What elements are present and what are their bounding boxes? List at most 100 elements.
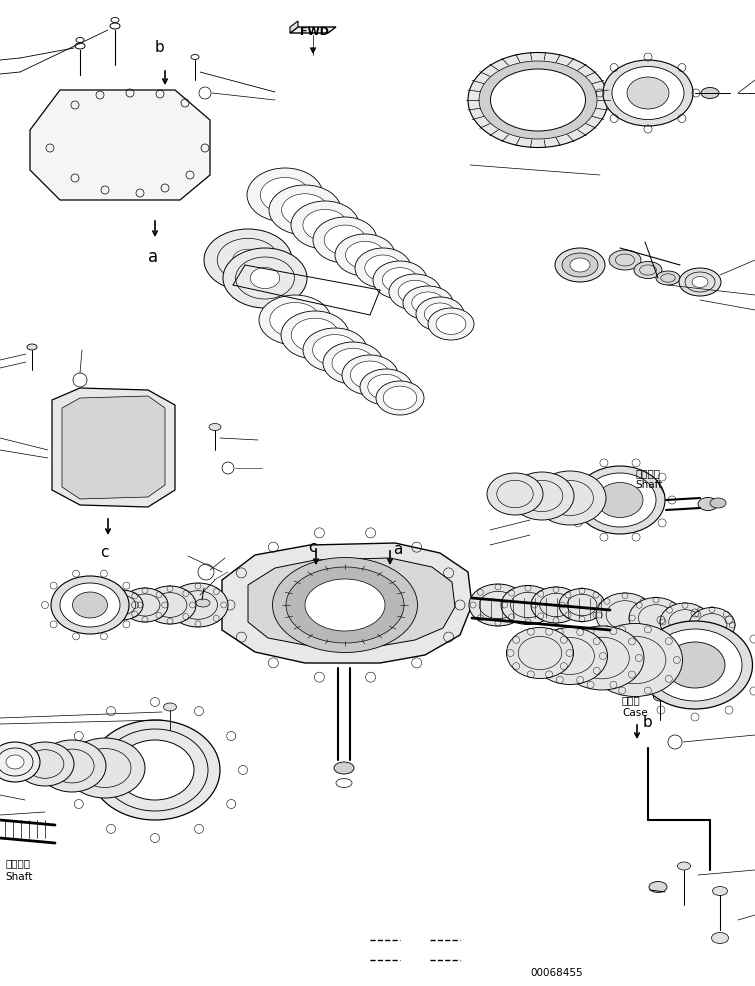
Ellipse shape — [649, 881, 667, 892]
Ellipse shape — [609, 250, 641, 270]
Ellipse shape — [403, 286, 453, 320]
Ellipse shape — [204, 229, 292, 291]
Ellipse shape — [368, 375, 404, 399]
Ellipse shape — [60, 583, 120, 627]
Ellipse shape — [373, 261, 427, 299]
Ellipse shape — [168, 583, 228, 627]
Ellipse shape — [270, 303, 320, 337]
Ellipse shape — [637, 621, 753, 709]
Ellipse shape — [575, 466, 665, 534]
Ellipse shape — [479, 61, 597, 139]
Ellipse shape — [260, 177, 310, 213]
Text: b: b — [643, 715, 653, 730]
Ellipse shape — [416, 297, 464, 331]
Polygon shape — [248, 558, 455, 646]
Ellipse shape — [648, 629, 742, 701]
Text: Shaft: Shaft — [635, 480, 662, 490]
Polygon shape — [222, 543, 472, 663]
Text: Case: Case — [622, 708, 648, 718]
Polygon shape — [30, 90, 210, 200]
Ellipse shape — [469, 584, 527, 626]
Ellipse shape — [324, 225, 366, 255]
Ellipse shape — [291, 201, 359, 249]
Ellipse shape — [654, 693, 667, 701]
Ellipse shape — [334, 762, 354, 774]
Polygon shape — [52, 388, 175, 507]
Ellipse shape — [677, 862, 691, 870]
Ellipse shape — [698, 498, 718, 511]
Ellipse shape — [384, 387, 417, 410]
Ellipse shape — [196, 599, 210, 607]
Ellipse shape — [501, 586, 555, 624]
Ellipse shape — [0, 742, 40, 782]
Ellipse shape — [247, 168, 323, 222]
Ellipse shape — [532, 627, 608, 684]
Ellipse shape — [273, 557, 418, 653]
Ellipse shape — [332, 348, 374, 378]
Ellipse shape — [101, 590, 143, 620]
Ellipse shape — [629, 598, 683, 639]
Ellipse shape — [656, 271, 680, 285]
Polygon shape — [290, 21, 298, 33]
Text: c: c — [100, 545, 109, 560]
Ellipse shape — [286, 567, 404, 643]
Ellipse shape — [411, 292, 444, 315]
Ellipse shape — [584, 473, 656, 527]
Ellipse shape — [281, 311, 349, 359]
Text: a: a — [148, 248, 158, 266]
Ellipse shape — [233, 249, 263, 271]
Ellipse shape — [612, 66, 684, 119]
Ellipse shape — [559, 589, 605, 621]
Ellipse shape — [209, 424, 221, 431]
Ellipse shape — [428, 308, 474, 340]
Ellipse shape — [560, 626, 644, 690]
Ellipse shape — [350, 361, 390, 389]
Ellipse shape — [713, 886, 728, 895]
Ellipse shape — [389, 274, 441, 310]
Text: シャフト: シャフト — [5, 858, 30, 868]
Ellipse shape — [16, 742, 74, 786]
Ellipse shape — [510, 472, 574, 520]
Ellipse shape — [665, 642, 725, 688]
Ellipse shape — [291, 318, 339, 352]
Ellipse shape — [365, 255, 401, 281]
Ellipse shape — [269, 185, 341, 235]
Ellipse shape — [383, 267, 418, 293]
Ellipse shape — [587, 623, 683, 696]
Ellipse shape — [603, 60, 693, 126]
Ellipse shape — [282, 194, 328, 226]
Ellipse shape — [436, 314, 466, 334]
Ellipse shape — [627, 77, 669, 109]
Ellipse shape — [65, 738, 145, 798]
Ellipse shape — [711, 933, 729, 944]
Ellipse shape — [303, 209, 347, 241]
Ellipse shape — [701, 88, 719, 99]
Ellipse shape — [360, 369, 412, 405]
Ellipse shape — [531, 587, 581, 623]
Ellipse shape — [398, 280, 432, 304]
Ellipse shape — [259, 295, 331, 345]
Ellipse shape — [305, 579, 385, 631]
Ellipse shape — [692, 276, 708, 288]
Ellipse shape — [27, 344, 37, 350]
Ellipse shape — [164, 703, 177, 711]
Ellipse shape — [323, 342, 383, 384]
Text: シャフト: シャフト — [635, 468, 660, 478]
Ellipse shape — [468, 52, 608, 148]
Ellipse shape — [562, 253, 598, 277]
Ellipse shape — [342, 355, 398, 395]
Ellipse shape — [491, 69, 585, 131]
Ellipse shape — [660, 603, 710, 641]
Ellipse shape — [90, 720, 220, 820]
Ellipse shape — [634, 261, 662, 278]
Ellipse shape — [313, 334, 357, 366]
Ellipse shape — [122, 588, 168, 622]
Text: 00068455: 00068455 — [530, 968, 583, 978]
Polygon shape — [62, 396, 165, 499]
Ellipse shape — [116, 740, 194, 800]
Ellipse shape — [507, 627, 574, 678]
Text: Shaft: Shaft — [5, 872, 32, 882]
Text: a: a — [393, 542, 402, 557]
Ellipse shape — [251, 267, 279, 289]
Text: FWD: FWD — [300, 27, 329, 37]
